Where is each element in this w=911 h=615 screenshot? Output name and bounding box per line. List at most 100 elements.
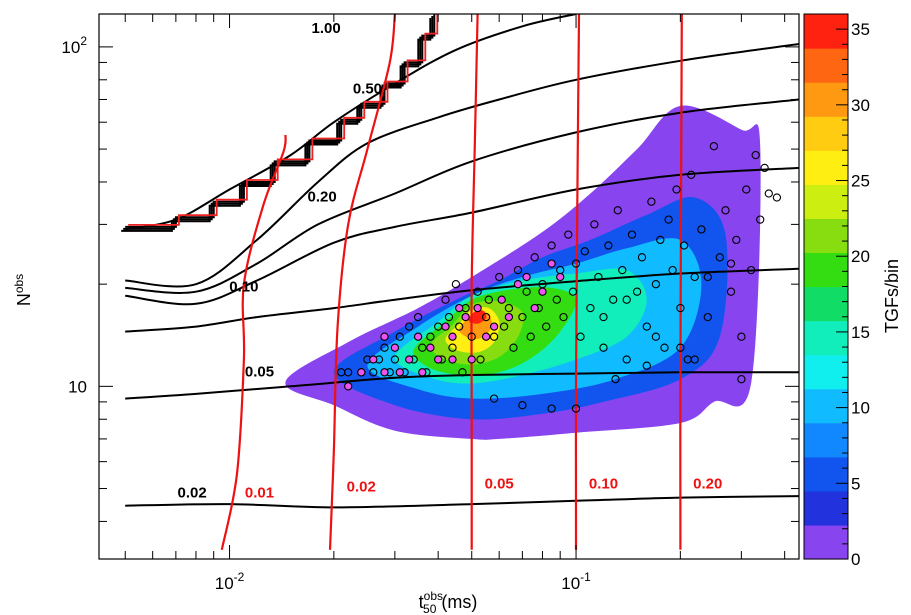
- magenta-point-5: [395, 368, 404, 377]
- black-contour-6: [125, 14, 577, 231]
- open-point-11: [405, 322, 414, 331]
- red-contour-0.05: [470, 14, 479, 550]
- open-point-62: [627, 230, 637, 239]
- magenta-point-19: [497, 295, 506, 304]
- open-point-51: [576, 332, 585, 341]
- open-point-8: [390, 355, 400, 364]
- open-point-93: [489, 394, 499, 403]
- open-point-60: [618, 265, 627, 275]
- colorbar-band-8: [804, 252, 848, 288]
- open-point-56: [599, 343, 608, 352]
- open-point-39: [526, 332, 535, 341]
- open-point-82: [721, 206, 730, 215]
- open-point-45: [552, 295, 561, 304]
- magenta-point-25: [547, 259, 556, 268]
- magenta-point-15: [467, 355, 476, 364]
- boundary-step-red: [128, 14, 439, 226]
- magenta-point-14: [461, 312, 470, 322]
- open-point-90: [760, 163, 769, 173]
- colorbar-band-14: [804, 48, 848, 83]
- open-point-55: [594, 272, 603, 282]
- red-contour-0.10: [574, 14, 581, 550]
- colorbar-band-12: [804, 116, 848, 151]
- black-contour-label-0.50: 0.50: [353, 80, 382, 97]
- open-point-61: [622, 355, 631, 364]
- plot-area: 0.02 0.05 0.10 0.20 0.50 1.00 0.01 0.02 0.05 0.10…: [61, 13, 800, 593]
- open-point-29: [481, 312, 491, 322]
- density-level-34: [468, 310, 487, 324]
- open-point-13: [413, 312, 423, 322]
- open-point-83: [726, 287, 736, 296]
- open-point-36: [513, 265, 523, 275]
- open-point-79: [703, 312, 712, 322]
- open-point-23: [455, 322, 464, 331]
- colorbar-band-11: [804, 150, 848, 185]
- open-point-57: [604, 241, 613, 250]
- y-axis-title: Nobs: [12, 274, 34, 306]
- open-point-85: [737, 332, 746, 341]
- open-point-21: [448, 343, 457, 352]
- colorbar-band-13: [804, 82, 848, 117]
- colorbar-tick-label: 0: [851, 550, 860, 569]
- magenta-point-1: [357, 368, 366, 377]
- data-points: [337, 142, 782, 413]
- open-point-1: [344, 368, 353, 377]
- open-point-66: [647, 197, 656, 206]
- open-point-31: [489, 332, 499, 341]
- magenta-point-11: [441, 322, 450, 331]
- colorbar-tick-label: 35: [851, 20, 870, 39]
- colorbar-tick-label: 20: [851, 247, 870, 266]
- open-point-63: [632, 287, 642, 296]
- open-point-48: [564, 230, 573, 239]
- colorbar-band-1: [804, 490, 848, 526]
- open-point-97: [611, 375, 620, 384]
- red-contour-0.02: [328, 14, 396, 550]
- open-point-74: [679, 241, 689, 250]
- magenta-point-12: [448, 332, 457, 341]
- open-point-70: [664, 215, 673, 224]
- open-point-37: [518, 312, 527, 322]
- red-contour-label-0.20: 0.20: [693, 476, 722, 493]
- open-point-102: [622, 295, 631, 304]
- open-point-38: [522, 287, 531, 296]
- open-point-35: [509, 343, 518, 352]
- open-point-49: [568, 287, 578, 296]
- open-point-71: [668, 265, 677, 275]
- magenta-point-28: [448, 355, 457, 364]
- open-point-68: [656, 235, 665, 245]
- colorbar-band-5: [804, 354, 848, 390]
- black-contour-label-1.00: 1.00: [312, 20, 341, 37]
- open-point-105: [703, 272, 712, 282]
- red-contour-0.20: [679, 14, 683, 550]
- open-point-22: [451, 280, 461, 289]
- magenta-point-16: [473, 303, 482, 313]
- open-point-32: [495, 272, 504, 282]
- colorbar-band-2: [804, 456, 848, 492]
- black-contour-5: [125, 43, 799, 288]
- black-contour-label-0.05: 0.05: [245, 363, 274, 380]
- open-point-67: [651, 280, 661, 289]
- y-tick-label: 102: [61, 34, 87, 57]
- colorbar-tick-label: 15: [851, 323, 870, 342]
- boundary-step-line-0: [125, 14, 436, 228]
- magenta-point-10: [434, 355, 443, 364]
- open-point-26: [467, 332, 476, 341]
- magenta-point-18: [489, 322, 499, 331]
- magenta-point-9: [426, 343, 435, 352]
- open-point-24: [458, 368, 467, 377]
- open-point-9: [395, 332, 404, 341]
- open-point-91: [764, 189, 773, 198]
- open-point-50: [571, 259, 581, 268]
- x-axis-title: tobs 50 (ms): [419, 589, 478, 615]
- open-point-28: [476, 355, 485, 364]
- open-point-76: [687, 170, 696, 179]
- black-contour-label-0.10: 0.10: [229, 279, 258, 296]
- open-point-98: [642, 361, 651, 370]
- open-point-104: [676, 343, 685, 352]
- colorbar-band-10: [804, 184, 848, 219]
- open-point-101: [599, 312, 608, 322]
- open-point-96: [571, 404, 581, 413]
- red-contour-lines: [220, 14, 683, 551]
- open-point-44: [547, 241, 556, 250]
